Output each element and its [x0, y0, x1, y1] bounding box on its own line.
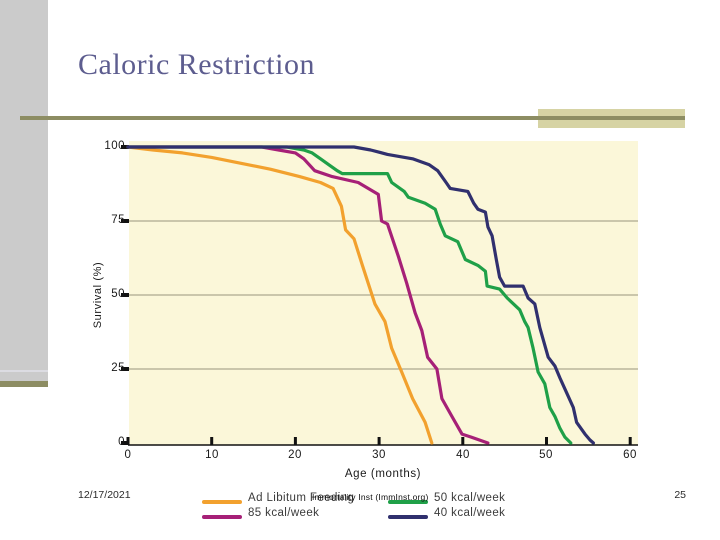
x-tick-10: 10 [205, 449, 219, 461]
survival-chart-plot [121, 141, 638, 446]
y-tick-0: 0 [118, 436, 125, 448]
sidebar-faint-line [0, 370, 48, 372]
y-tick-50: 50 [111, 288, 125, 300]
y-tick-100: 100 [104, 140, 125, 152]
legend-swatch-85kcal [202, 515, 242, 519]
legend-label-85kcal: 85 kcal/week [248, 507, 320, 519]
page-title: Caloric Restriction [78, 48, 315, 81]
legend-swatch-40kcal [388, 515, 428, 519]
y-tick-25: 25 [111, 362, 125, 374]
footer-page-number: 25 [674, 489, 686, 501]
x-tick-30: 30 [372, 449, 386, 461]
x-tick-0: 0 [124, 449, 132, 461]
legend-label-ad-libitum: Ad Libitum Feeding [248, 492, 355, 504]
legend-label-40kcal: 40 kcal/week [434, 507, 506, 519]
x-tick-60: 60 [623, 449, 637, 461]
sidebar-accent-bar [0, 0, 48, 381]
x-tick-40: 40 [456, 449, 470, 461]
legend-swatch-ad-libitum [202, 500, 242, 504]
y-tick-75: 75 [111, 214, 125, 226]
watermark-text: Immortality Inst (ImmInst.org) [312, 492, 429, 502]
footer-date: 12/17/2021 [78, 489, 131, 501]
title-rule [20, 116, 685, 120]
x-tick-20: 20 [288, 449, 302, 461]
legend-label-50kcal: 50 kcal/week [434, 492, 506, 504]
x-tick-50: 50 [539, 449, 553, 461]
sidebar-olive-strip [0, 381, 48, 387]
survival-chart: Survival (%) 100 75 50 25 0 0 10 20 30 4… [85, 140, 665, 490]
x-axis-title: Age (months) [344, 468, 422, 480]
legend-swatch-50kcal [388, 500, 428, 504]
